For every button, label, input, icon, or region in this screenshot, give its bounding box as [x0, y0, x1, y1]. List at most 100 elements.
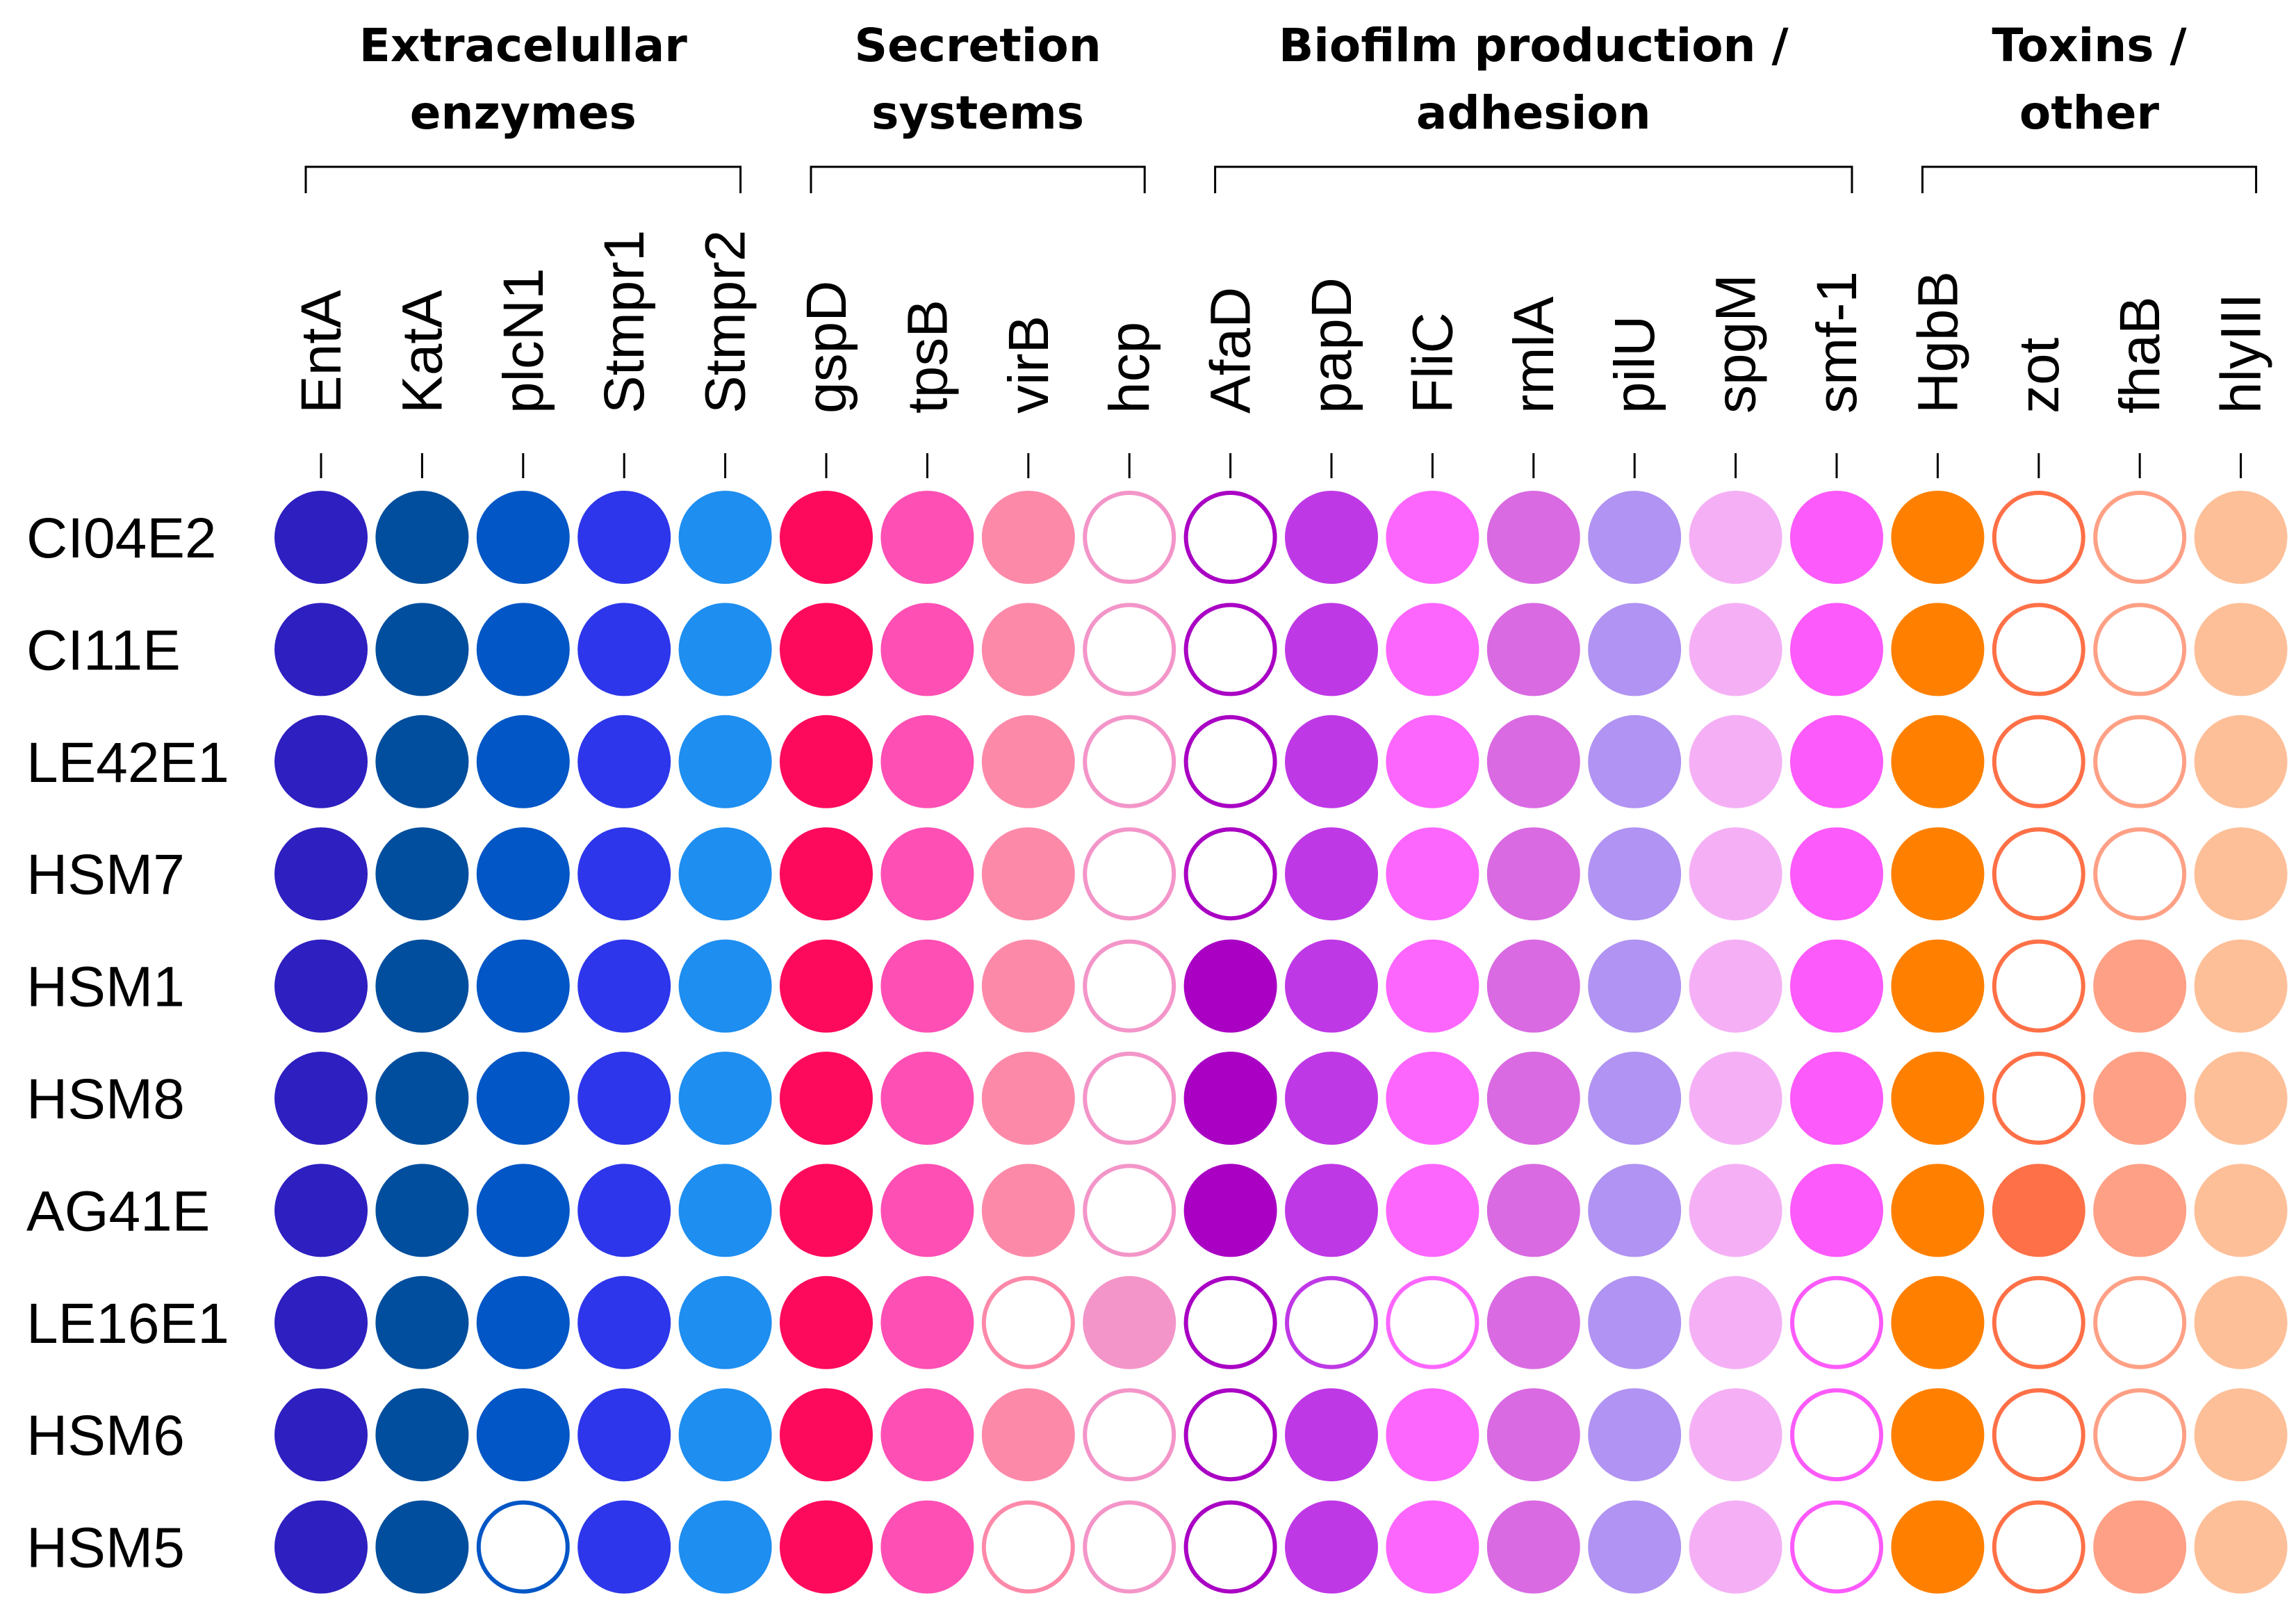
dot-HSM6-FliC: [1386, 1388, 1479, 1482]
group-bracket: [810, 165, 1146, 193]
dot-AG41E-Stmpr2: [678, 1164, 772, 1257]
group-label: systems: [871, 86, 1084, 140]
dot-LE16E1-FliC: [1386, 1275, 1479, 1369]
dot-LE16E1-Stmpr1: [577, 1275, 671, 1369]
dot-AG41E-fhaB: [2093, 1164, 2187, 1257]
dot-HSM8-rmlA: [1486, 1052, 1580, 1145]
dot-CI04E2-plcN1: [476, 491, 570, 584]
dot-HSM5-Stmpr2: [678, 1500, 772, 1594]
dot-CI11E-Stmpr2: [678, 603, 772, 696]
group-bracket: [304, 165, 742, 193]
dot-CI11E-AfaD: [1183, 603, 1277, 696]
gene-label-virB: virB: [997, 316, 1060, 414]
dot-CI04E2-EntA: [274, 491, 368, 584]
gene-label-spgM: spgM: [1705, 274, 1768, 414]
dot-HSM7-Stmpr2: [678, 827, 772, 921]
gene-label-gspD: gspD: [795, 281, 858, 414]
group-label: Secretion: [854, 19, 1101, 72]
dot-AG41E-Stmpr1: [577, 1164, 671, 1257]
group-label: enzymes: [410, 86, 637, 140]
dot-AG41E-EntA: [274, 1164, 368, 1257]
dot-LE16E1-EntA: [274, 1275, 368, 1369]
dot-AG41E-FliC: [1386, 1164, 1479, 1257]
dot-CI04E2-papD: [1285, 491, 1378, 584]
dot-LE42E1-spgM: [1689, 715, 1782, 808]
dot-CI11E-hlyIII: [2194, 603, 2288, 696]
dot-LE16E1-KatA: [375, 1275, 469, 1369]
dot-HSM5-plcN1: [476, 1500, 570, 1594]
dot-HSM8-virB: [981, 1052, 1075, 1145]
strain-label-AG41E: AG41E: [26, 1180, 210, 1243]
dot-CI11E-fhaB: [2093, 603, 2187, 696]
dot-AG41E-smf-1: [1790, 1164, 1883, 1257]
dot-HSM5-smf-1: [1790, 1500, 1883, 1594]
dot-HSM7-spgM: [1689, 827, 1782, 921]
dot-HSM6-smf-1: [1790, 1388, 1883, 1482]
dot-HSM7-FliC: [1386, 827, 1479, 921]
dot-HSM1-tpsB: [880, 939, 974, 1033]
dot-AG41E-rmlA: [1486, 1164, 1580, 1257]
dot-HSM1-Stmpr1: [577, 939, 671, 1033]
dot-CI11E-gspD: [780, 603, 873, 696]
gene-label-pilU: pilU: [1603, 316, 1666, 414]
dot-HSM8-hcp: [1083, 1052, 1176, 1145]
dot-HSM5-Stmpr1: [577, 1500, 671, 1594]
dot-CI11E-pilU: [1588, 603, 1682, 696]
dot-HSM1-Stmpr2: [678, 939, 772, 1033]
dot-HSM6-fhaB: [2093, 1388, 2187, 1482]
dot-HSM8-tpsB: [880, 1052, 974, 1145]
dot-CI11E-FliC: [1386, 603, 1479, 696]
gene-label-smf-1: smf-1: [1805, 271, 1869, 414]
dot-HSM1-spgM: [1689, 939, 1782, 1033]
dot-HSM5-tpsB: [880, 1500, 974, 1594]
dot-AG41E-papD: [1285, 1164, 1378, 1257]
gene-label-HgbB: HgbB: [1906, 271, 1969, 414]
dot-HSM7-papD: [1285, 827, 1378, 921]
dot-AG41E-hlyIII: [2194, 1164, 2288, 1257]
dot-AG41E-KatA: [375, 1164, 469, 1257]
group-label: Biofilm production /: [1279, 19, 1789, 72]
dot-CI11E-tpsB: [880, 603, 974, 696]
dot-CI04E2-HgbB: [1891, 491, 1985, 584]
dot-CI11E-plcN1: [476, 603, 570, 696]
dot-HSM7-EntA: [274, 827, 368, 921]
dot-CI11E-HgbB: [1891, 603, 1985, 696]
dot-LE42E1-Stmpr1: [577, 715, 671, 808]
dot-LE42E1-rmlA: [1486, 715, 1580, 808]
gene-label-KatA: KatA: [391, 290, 454, 414]
strain-labels: CI04E2 CI11E LE42E1 HSM7 HSM1 HSM8 AG41E LE16E1…: [26, 507, 229, 1580]
dot-HSM1-FliC: [1386, 939, 1479, 1033]
dot-CI04E2-smf-1: [1790, 491, 1883, 584]
strain-label-HSM1: HSM1: [26, 956, 185, 1019]
strain-label-CI11E: CI11E: [26, 619, 181, 682]
dot-HSM8-EntA: [274, 1052, 368, 1145]
dot-HSM1-virB: [981, 939, 1075, 1033]
dot-AG41E-AfaD: [1183, 1164, 1277, 1257]
dot-LE42E1-HgbB: [1891, 715, 1985, 808]
dot-LE42E1-Stmpr2: [678, 715, 772, 808]
dot-LE16E1-rmlA: [1486, 1275, 1580, 1369]
dot-AG41E-zot: [1992, 1164, 2085, 1257]
dot-LE16E1-fhaB: [2093, 1275, 2187, 1369]
dot-CI04E2-AfaD: [1183, 491, 1277, 584]
gene-label-papD: papD: [1300, 277, 1363, 414]
dot-HSM7-gspD: [780, 827, 873, 921]
dot-HSM8-KatA: [375, 1052, 469, 1145]
dot-LE16E1-HgbB: [1891, 1275, 1985, 1369]
dot-CI11E-hcp: [1083, 603, 1176, 696]
dot-CI04E2-virB: [981, 491, 1075, 584]
dot-AG41E-pilU: [1588, 1164, 1682, 1257]
dot-HSM7-rmlA: [1486, 827, 1580, 921]
gene-label-zot: zot: [2008, 337, 2071, 414]
dot-HSM6-spgM: [1689, 1388, 1782, 1482]
dot-HSM8-pilU: [1588, 1052, 1682, 1145]
dot-AG41E-virB: [981, 1164, 1075, 1257]
gene-labels: EntA KatA plcN1 Stmpr1 Stmpr2 gspD tpsB virB hcp…: [290, 230, 2273, 414]
dot-HSM8-smf-1: [1790, 1052, 1883, 1145]
strain-label-CI04E2: CI04E2: [26, 507, 217, 570]
dot-LE42E1-AfaD: [1183, 715, 1277, 808]
gene-ticks: [320, 453, 2242, 478]
dot-HSM1-gspD: [780, 939, 873, 1033]
dot-HSM6-tpsB: [880, 1388, 974, 1482]
dot-LE42E1-zot: [1992, 715, 2085, 808]
